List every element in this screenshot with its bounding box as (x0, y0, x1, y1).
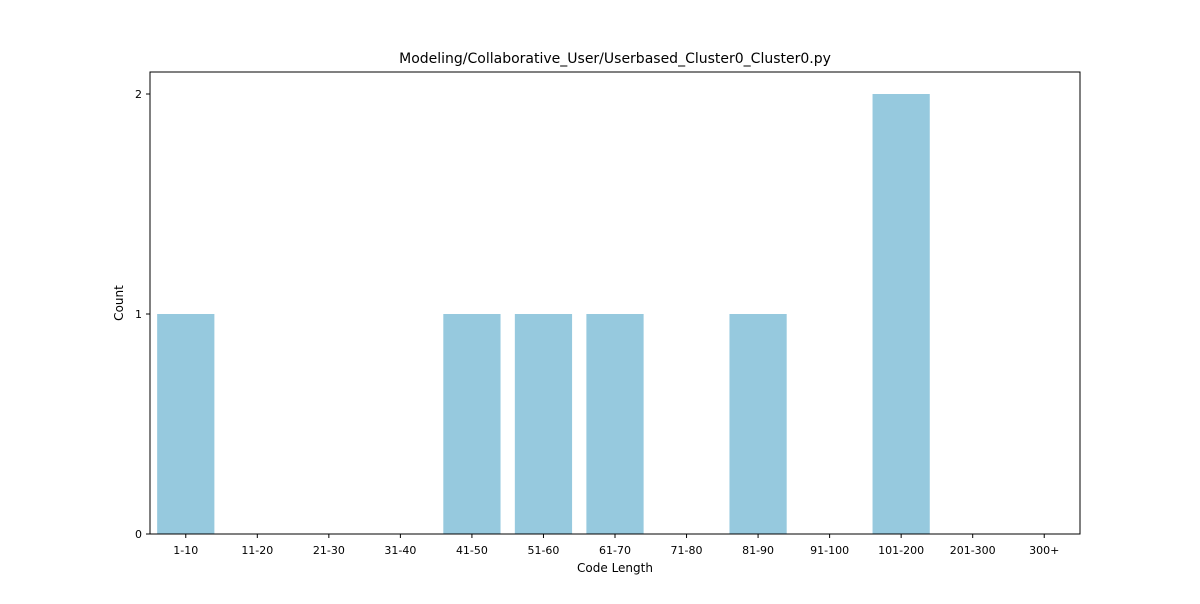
x-tick-label: 51-60 (527, 544, 559, 557)
y-axis: 0 1 2 (135, 88, 150, 541)
x-tick-label: 61-70 (599, 544, 631, 557)
chart-title: Modeling/Collaborative_User/Userbased_Cl… (399, 51, 831, 67)
x-axis-label: Code Length (577, 561, 653, 575)
bar-51-60 (514, 314, 573, 534)
x-tick-label: 21-30 (313, 544, 345, 557)
x-tick-label: 41-50 (456, 544, 488, 557)
y-tick-label: 0 (135, 528, 142, 541)
bar-1-10 (157, 314, 215, 534)
x-tick-label: 1-10 (173, 544, 198, 557)
x-tick-label: 81-90 (742, 544, 774, 557)
x-tick-label: 31-40 (384, 544, 416, 557)
y-tick-label: 2 (135, 88, 142, 101)
x-tick-label: 91-100 (810, 544, 849, 557)
bars-layer (157, 94, 930, 534)
x-tick-label: 300+ (1029, 544, 1059, 557)
bar-81-90 (729, 314, 787, 534)
x-tick-label: 101-200 (878, 544, 924, 557)
plot-frame (149, 71, 1081, 535)
bar-41-50 (443, 314, 501, 534)
x-tick-label: 11-20 (241, 544, 273, 557)
y-axis-label: Count (112, 285, 126, 321)
x-tick-label: 71-80 (671, 544, 703, 557)
x-axis: 1-10 11-20 21-30 31-40 41-50 51-60 61-70 71-80 8… (173, 534, 1059, 557)
bar-101-200 (872, 94, 930, 534)
bar-61-70 (586, 314, 644, 534)
x-tick-label: 201-300 (950, 544, 996, 557)
y-tick-label: 1 (135, 308, 142, 321)
